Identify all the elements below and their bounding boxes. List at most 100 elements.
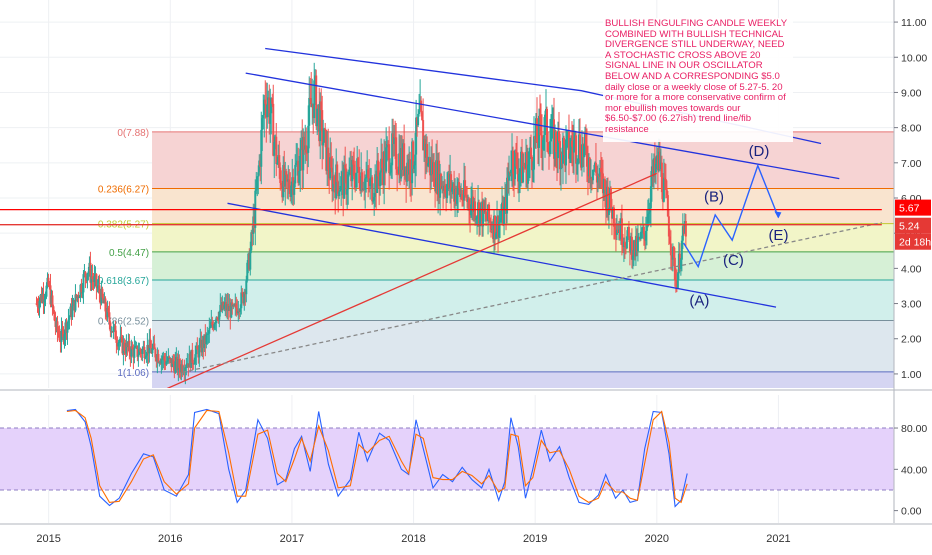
candle-body (403, 143, 406, 176)
time-tick-label: 2020 (645, 533, 669, 545)
stochastic-oscillator (0, 408, 894, 508)
candle-body (288, 179, 291, 190)
candle-body (396, 169, 399, 174)
candle-body (104, 298, 107, 312)
candle-body (163, 356, 166, 361)
candle-body (516, 152, 519, 169)
candle-body (474, 201, 477, 220)
candle-body (562, 137, 565, 145)
candle-body (639, 231, 642, 239)
candle-body (77, 295, 80, 298)
candle-body (364, 178, 367, 190)
candle-body (564, 139, 567, 166)
candle-body (293, 183, 296, 195)
candle-body (532, 169, 535, 171)
candle-body (96, 287, 99, 289)
candle-body (433, 162, 436, 187)
candle-body (211, 322, 214, 326)
candle-body (582, 145, 585, 158)
candle-body (379, 172, 382, 187)
oscillator-line (66, 408, 688, 508)
price-tick-label: 10.00 (901, 52, 927, 64)
candle-body (128, 340, 131, 353)
candle-body (519, 169, 522, 174)
candle-body (592, 169, 595, 171)
candle-body (114, 325, 117, 340)
candle-body (606, 186, 609, 215)
candle-body (676, 273, 679, 289)
candle-body (329, 157, 332, 179)
candle-body (255, 189, 258, 191)
candle-body (270, 98, 273, 114)
candle-body (680, 240, 683, 260)
candle-body (181, 364, 184, 373)
candle-body (57, 331, 60, 335)
candle-body (161, 359, 164, 361)
candle-body (80, 284, 83, 293)
candle-body (278, 155, 281, 168)
candle-body (444, 185, 447, 194)
candle-body (275, 136, 278, 165)
candle-body (53, 311, 56, 321)
candle-body (508, 171, 511, 181)
candle-body (668, 236, 671, 244)
candle-body (649, 186, 652, 209)
candle-body (323, 128, 326, 143)
candle-body (230, 302, 233, 318)
candle-body (256, 176, 259, 190)
fib-zone (152, 320, 894, 372)
candle-body (522, 166, 525, 183)
candle-body (388, 144, 391, 174)
candle-body (276, 162, 279, 165)
candle-body (631, 255, 634, 260)
candle-body (106, 308, 109, 318)
candle-body (223, 305, 226, 309)
candle-body (613, 226, 616, 230)
candle-body (557, 131, 560, 142)
candle-body (644, 230, 647, 241)
candle-body (422, 120, 425, 151)
wave-path (683, 163, 780, 269)
candle-body (231, 302, 234, 307)
candle-body (462, 200, 465, 202)
candle-body (500, 217, 503, 221)
candle-body (456, 194, 459, 204)
candle-body (284, 171, 287, 187)
candle-body (249, 250, 252, 270)
candle-body (351, 159, 354, 182)
candle-body (420, 100, 423, 113)
candle-body (98, 285, 101, 294)
price-tick-label: 7.00 (901, 158, 922, 170)
candle-body (295, 162, 298, 165)
candle-body (578, 134, 581, 159)
candle-body (67, 319, 70, 323)
candle-body (397, 173, 400, 175)
candle-body (393, 137, 396, 144)
candle-body (395, 137, 398, 170)
candle-body (239, 308, 242, 312)
candle-body (218, 311, 221, 320)
candle-body (488, 204, 491, 220)
candle-body (90, 276, 93, 283)
candle-body (339, 190, 342, 192)
annotation-text: BULLISH ENGULFING CANDLE WEEKLY COMBINED… (605, 18, 787, 135)
candle-body (198, 344, 201, 358)
candle-body (89, 262, 92, 283)
candle-body (340, 176, 343, 191)
candle-body (172, 359, 175, 364)
candle-body (461, 194, 464, 201)
candle-body (565, 133, 568, 140)
candle-body (63, 334, 66, 341)
candle-body (208, 327, 211, 334)
candle-body (512, 150, 515, 174)
candle-body (330, 157, 333, 168)
candle-body (612, 207, 615, 227)
candle-body (476, 217, 479, 219)
candle-body (665, 189, 668, 196)
candle-body (353, 164, 356, 180)
candle-body (609, 187, 612, 208)
candle-body (620, 218, 623, 246)
candle-body (648, 208, 651, 213)
candle-body (346, 189, 349, 195)
candle-body (679, 259, 682, 269)
